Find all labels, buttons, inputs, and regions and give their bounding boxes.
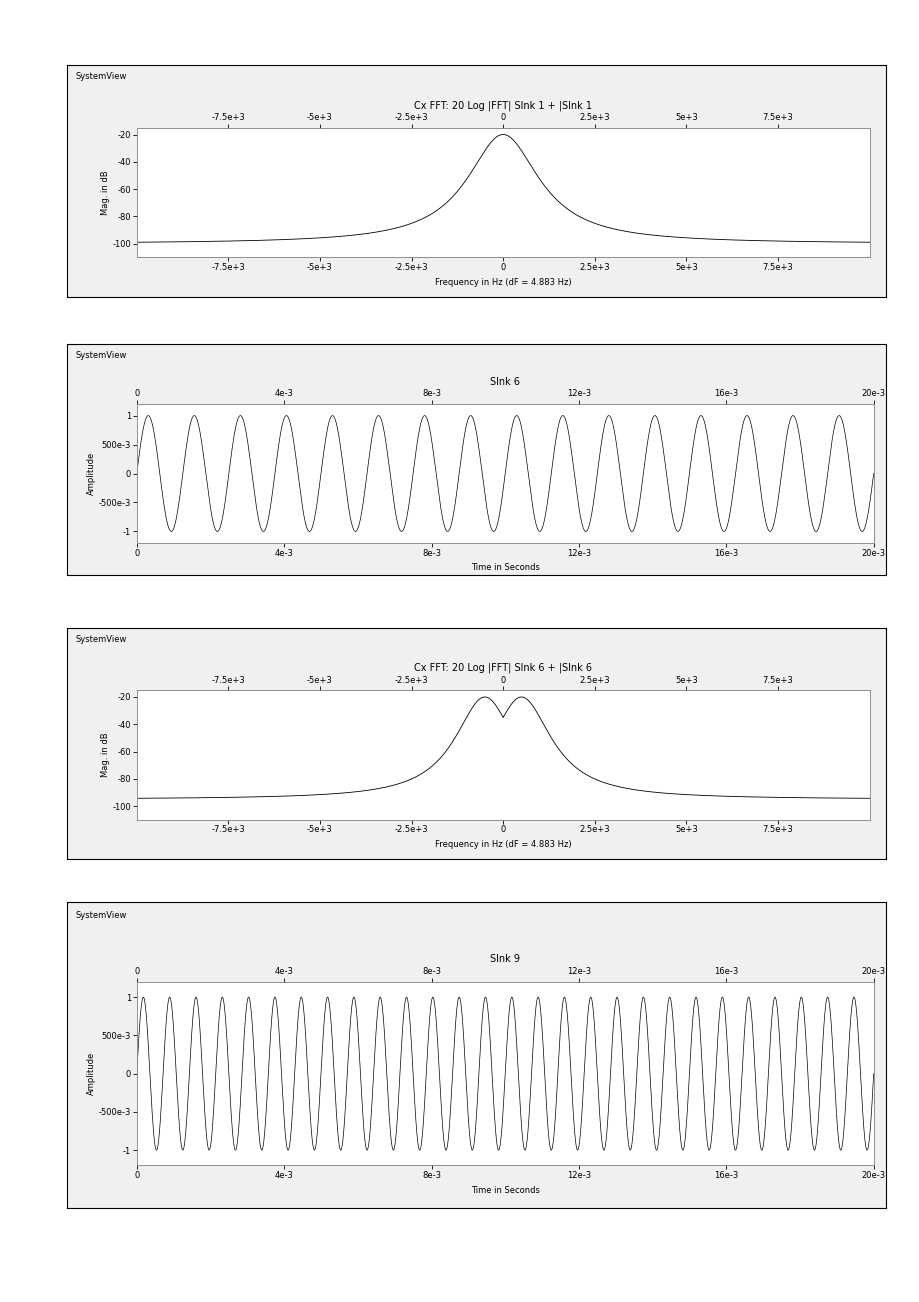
Y-axis label: Mag. in dB: Mag. in dB — [100, 733, 109, 777]
Title: Slnk 6: Slnk 6 — [490, 376, 519, 387]
Y-axis label: Amplitude: Amplitude — [87, 1052, 96, 1095]
Text: SystemView: SystemView — [75, 350, 127, 359]
Title: Cx FFT: 20 Log |FFT| Slnk 1 + |Slnk 1: Cx FFT: 20 Log |FFT| Slnk 1 + |Slnk 1 — [414, 100, 592, 111]
Text: SystemView: SystemView — [75, 72, 127, 81]
Y-axis label: Amplitude: Amplitude — [87, 452, 96, 495]
Title: Slnk 9: Slnk 9 — [490, 954, 519, 965]
Text: SystemView: SystemView — [75, 911, 127, 921]
X-axis label: Frequency in Hz (dF = 4.883 Hz): Frequency in Hz (dF = 4.883 Hz) — [435, 840, 571, 849]
X-axis label: Time in Seconds: Time in Seconds — [471, 1186, 539, 1194]
Title: Cx FFT: 20 Log |FFT| Slnk 6 + |Slnk 6: Cx FFT: 20 Log |FFT| Slnk 6 + |Slnk 6 — [414, 663, 592, 673]
X-axis label: Frequency in Hz (dF = 4.883 Hz): Frequency in Hz (dF = 4.883 Hz) — [435, 277, 571, 286]
X-axis label: Time in Seconds: Time in Seconds — [471, 564, 539, 572]
Text: SystemView: SystemView — [75, 634, 127, 643]
Y-axis label: Mag. in dB: Mag. in dB — [100, 171, 109, 215]
